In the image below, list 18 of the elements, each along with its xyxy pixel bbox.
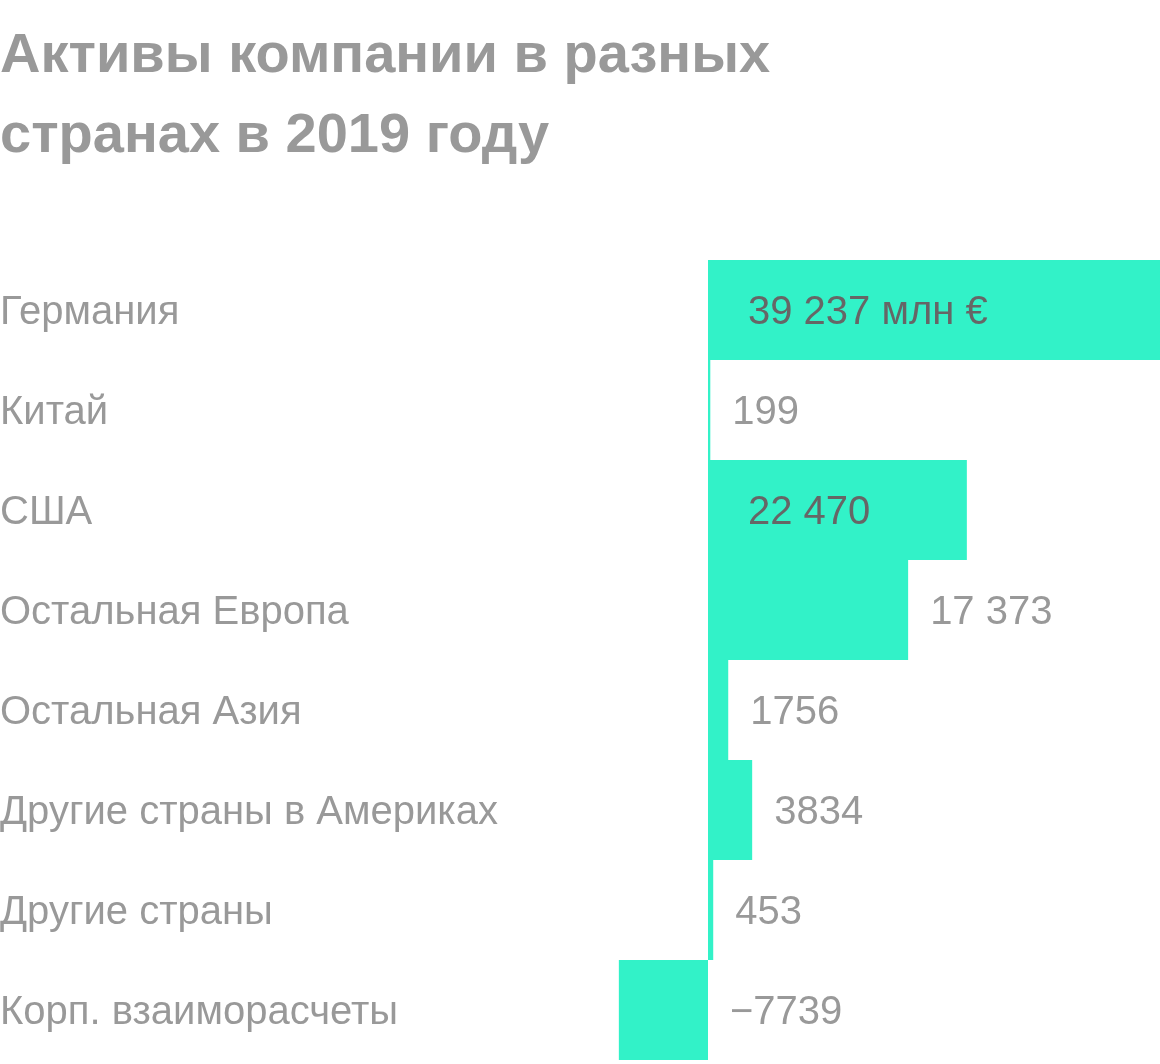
bar — [618, 960, 708, 1060]
data-label: −7739 — [730, 988, 843, 1032]
data-label: 3834 — [774, 788, 864, 832]
data-label: 17 373 — [930, 588, 1053, 632]
y-tick-label: США — [0, 488, 93, 532]
y-tick-label: Другие страны в Америках — [0, 788, 498, 832]
y-tick-label: Германия — [0, 288, 180, 332]
y-tick-label: Остальная Азия — [0, 688, 302, 732]
data-label: 1756 — [750, 688, 840, 732]
data-label: 453 — [735, 888, 802, 932]
y-tick-label: Другие страны — [0, 888, 273, 932]
y-tick-label: Китай — [0, 388, 109, 432]
chart-title: Активы компании в разных странах в 2019 году — [0, 21, 771, 164]
data-label: 199 — [732, 388, 800, 432]
data-label: 22 470 — [748, 488, 871, 532]
data-label: 39 237 млн € — [748, 288, 988, 332]
y-tick-label: Остальная Европа — [0, 588, 350, 632]
y-tick-label: Корп. взаиморасчеты — [0, 988, 399, 1032]
